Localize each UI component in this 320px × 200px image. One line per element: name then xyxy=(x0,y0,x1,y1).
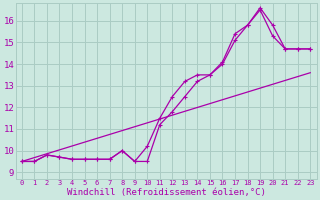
X-axis label: Windchill (Refroidissement éolien,°C): Windchill (Refroidissement éolien,°C) xyxy=(67,188,266,197)
